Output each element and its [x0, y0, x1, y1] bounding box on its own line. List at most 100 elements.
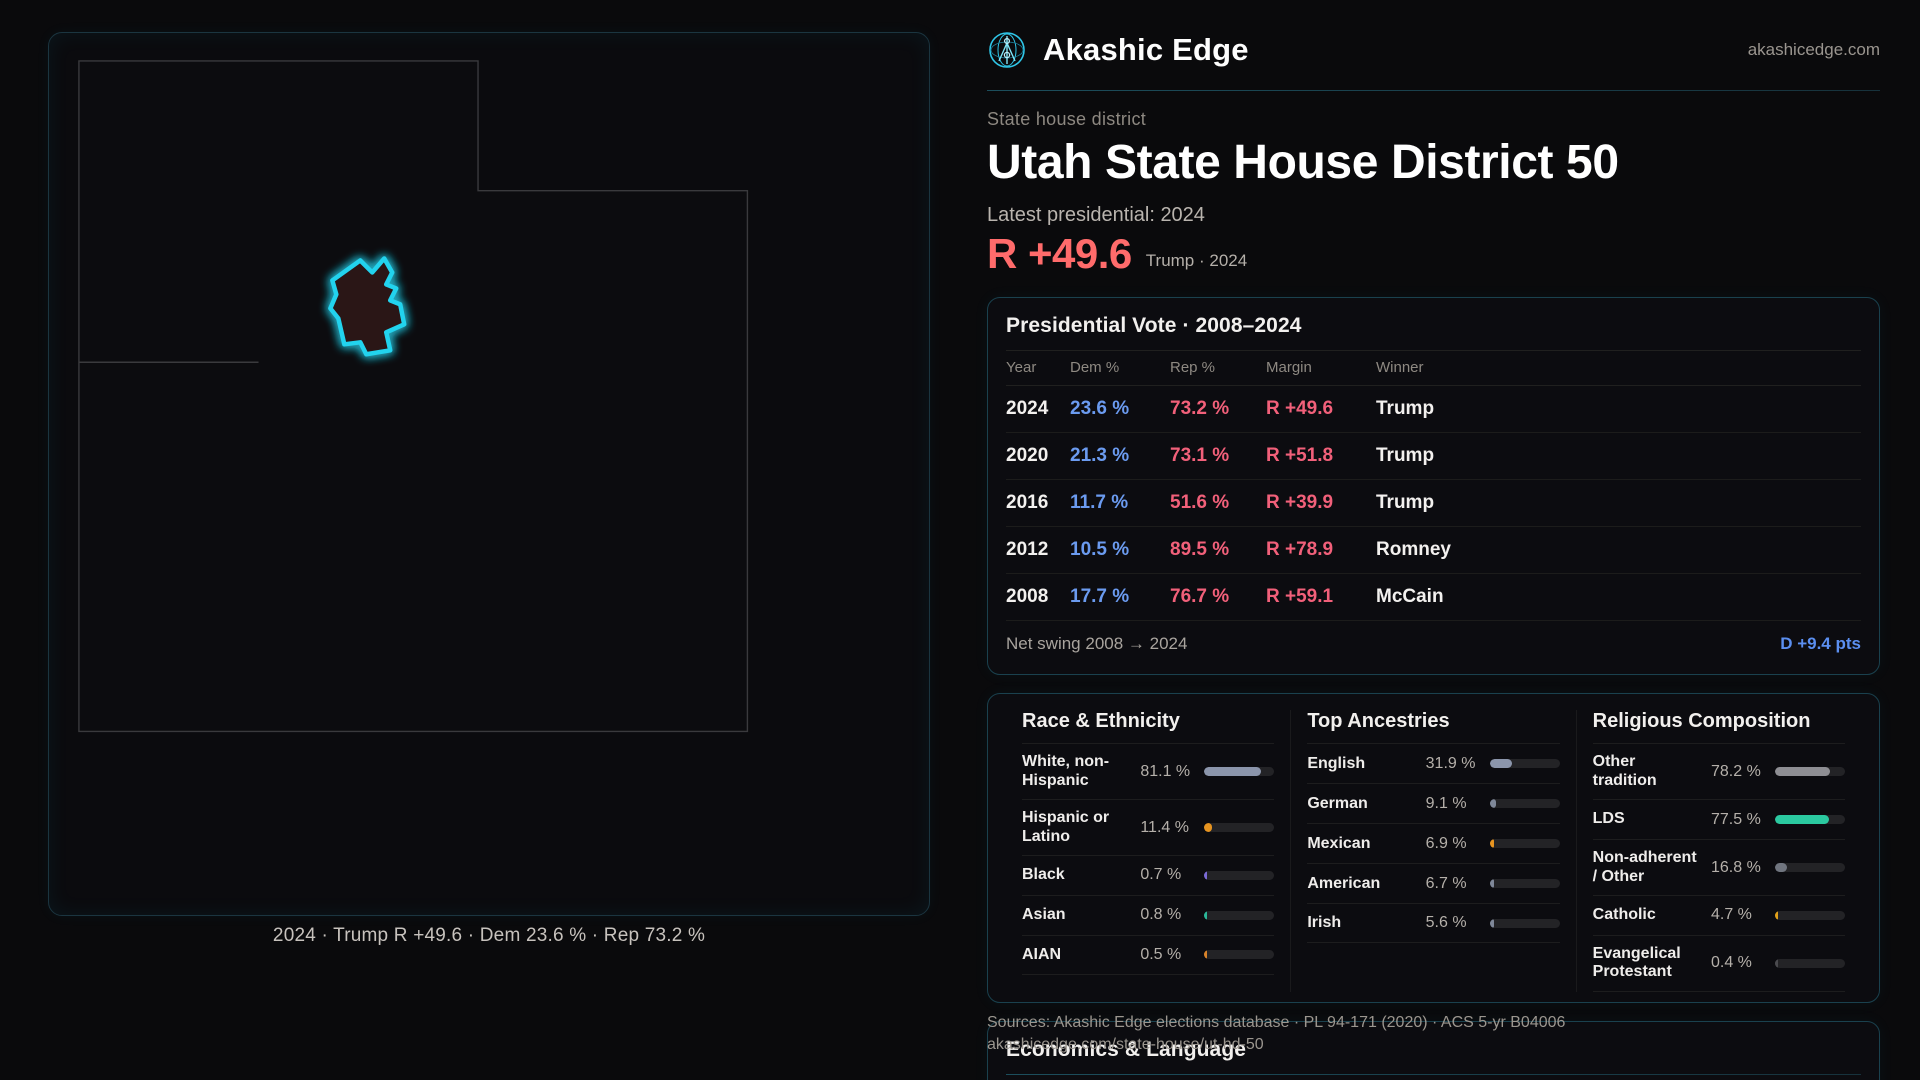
demo-row[interactable]: Evangelical Protestant 0.4 % — [1592, 934, 1845, 992]
sources-line-1: Sources: Akashic Edge elections database… — [987, 1014, 1566, 1031]
demo-label: Irish — [1307, 914, 1342, 932]
demo-row[interactable]: Black 0.7 % — [1022, 854, 1275, 895]
akashic-circle-emblem-icon — [989, 32, 1025, 68]
cell-winner: McCain — [1376, 573, 1861, 622]
demo-bar-fill — [1489, 759, 1512, 769]
cell-winner: Trump — [1376, 385, 1861, 434]
header-divider — [987, 90, 1880, 91]
demo-row[interactable]: Hispanic or Latino 11.4 % — [1022, 799, 1275, 855]
map-frame[interactable] — [48, 32, 930, 916]
demo-value: 6.7 % — [1425, 874, 1467, 892]
demo-value: 78.2 % — [1710, 762, 1761, 780]
demo-bar-track — [1774, 958, 1845, 968]
demo-label: Other tradition — [1592, 753, 1657, 789]
demo-value: 9.1 % — [1425, 794, 1467, 812]
demo-bar-track — [1489, 799, 1560, 809]
demo-row[interactable]: Irish 5.6 % — [1307, 903, 1560, 944]
demo-label: White, non-Hispanic — [1022, 753, 1110, 789]
demo-column-race-ethnicity: Race & Ethnicity White, non-Hispanic 81.1 … — [1006, 710, 1290, 991]
demo-bar-track — [1489, 759, 1560, 769]
table-row[interactable]: 2008 17.7 % 76.7 % R +59.1 McCain — [1006, 573, 1861, 622]
demo-value: 81.1 % — [1140, 762, 1191, 780]
demo-label: English — [1307, 754, 1366, 772]
economics-divider — [1006, 1073, 1861, 1075]
demo-row[interactable]: German 9.1 % — [1307, 783, 1560, 823]
vote-table-body: 2024 23.6 % 73.2 % R +49.6 Trump 2020 21.3 % 73… — [1006, 385, 1861, 622]
col-winner: Winner — [1376, 350, 1861, 387]
col-year: Year — [1006, 350, 1070, 387]
demo-row[interactable]: Catholic 4.7 % — [1592, 894, 1845, 935]
demo-label: Non-adherent / Other — [1592, 849, 1697, 885]
cell-dem: 17.7 % — [1070, 573, 1170, 622]
district-shape[interactable] — [328, 256, 407, 357]
cell-winner: Romney — [1376, 526, 1861, 575]
demo-row[interactable]: Non-adherent / Other 16.8 % — [1592, 839, 1845, 895]
demo-bar-track — [1774, 910, 1845, 920]
net-swing-row: Net swing 2008 → 2024 D +9.4 pts — [1006, 621, 1861, 664]
demo-column-top-ancestries: Top Ancestries English 31.9 % German 9.1 % Me… — [1290, 710, 1575, 992]
economics-title: Economics & Language — [1006, 1037, 1247, 1061]
demo-label: American — [1307, 874, 1381, 892]
net-swing-label: Net swing 2008 → 2024 — [1006, 634, 1188, 654]
demo-label: Asian — [1022, 906, 1066, 924]
demo-column-title: Religious Composition — [1592, 710, 1811, 733]
page-title: Utah State House District 50 — [987, 136, 1619, 189]
demo-value: 11.4 % — [1140, 818, 1189, 836]
brand-name: Akashic Edge — [1043, 32, 1249, 67]
demographics-columns: Race & Ethnicity White, non-Hispanic 81.1 … — [1006, 710, 1861, 992]
demo-row[interactable]: White, non-Hispanic 81.1 % — [1022, 743, 1275, 799]
demo-value: 0.7 % — [1140, 866, 1182, 884]
demo-bar-track — [1774, 815, 1845, 825]
cell-dem: 21.3 % — [1070, 432, 1170, 481]
table-row[interactable]: 2012 10.5 % 89.5 % R +78.9 Romney — [1006, 526, 1861, 575]
demo-value: 5.6 % — [1425, 914, 1467, 932]
table-row[interactable]: 2020 21.3 % 73.1 % R +51.8 Trump — [1006, 432, 1861, 481]
demo-column-title: Race & Ethnicity — [1022, 710, 1180, 733]
map-column: 2024 · Trump R +49.6 · Dem 23.6 % · Rep … — [0, 0, 930, 1080]
cell-dem: 11.7 % — [1070, 479, 1170, 528]
demo-label: Catholic — [1592, 906, 1656, 924]
demo-bar-fill — [1774, 815, 1830, 825]
demo-row[interactable]: Other tradition 78.2 % — [1592, 743, 1845, 799]
cell-rep: 73.1 % — [1170, 432, 1266, 481]
demo-bar-track — [1204, 823, 1275, 833]
col-dem: Dem % — [1070, 350, 1170, 387]
demo-label: Mexican — [1307, 834, 1371, 852]
sources-line-2: akashicedge.com/state-house/ut-hd-50 — [987, 1035, 1264, 1053]
sources-note: Sources: Akashic Edge elections database… — [987, 1012, 1887, 1055]
demo-label: Evangelical Protestant — [1592, 944, 1681, 981]
cell-year: 2016 — [1006, 479, 1070, 528]
demo-label: Hispanic or Latino — [1022, 809, 1110, 845]
demo-row[interactable]: LDS 77.5 % — [1592, 799, 1845, 839]
district-map-svg — [78, 60, 749, 733]
presidential-vote-table: Year Dem % Rep % Margin Winner 2024 23.6 … — [1006, 350, 1861, 622]
demo-value: 0.5 % — [1140, 945, 1182, 963]
table-row[interactable]: 2016 11.7 % 51.6 % R +39.9 Trump — [1006, 479, 1861, 528]
cell-rep: 89.5 % — [1170, 526, 1266, 575]
demographics-card: Race & Ethnicity White, non-Hispanic 81.1 … — [987, 693, 1880, 1003]
headline-margin: R +49.6 Trump · 2024 — [987, 233, 1880, 275]
demo-row[interactable]: Asian 0.8 % — [1022, 894, 1275, 935]
demo-bar-fill — [1489, 879, 1495, 889]
demo-row[interactable]: AIAN 0.5 % — [1022, 934, 1275, 975]
demo-value: 31.9 % — [1425, 754, 1476, 772]
cell-year: 2008 — [1006, 573, 1070, 622]
map-caption: 2024 · Trump R +49.6 · Dem 23.6 % · Rep … — [272, 925, 706, 946]
demo-bar-fill — [1204, 870, 1208, 880]
demo-label: LDS — [1592, 810, 1625, 828]
table-row[interactable]: 2024 23.6 % 73.2 % R +49.6 Trump — [1006, 385, 1861, 434]
presidential-vote-card: Presidential Vote · 2008–2024 Year Dem %… — [987, 297, 1880, 676]
cell-margin: R +59.1 — [1266, 573, 1376, 622]
demo-row[interactable]: American 6.7 % — [1307, 863, 1560, 903]
cell-margin: R +78.9 — [1266, 526, 1376, 575]
demo-bar-track — [1204, 870, 1275, 880]
demo-bar-track — [1204, 767, 1275, 777]
demo-bar-fill — [1774, 958, 1778, 968]
demo-bar-fill — [1204, 823, 1213, 833]
demo-row[interactable]: English 31.9 % — [1307, 743, 1560, 783]
col-margin: Margin — [1266, 350, 1376, 387]
demo-row[interactable]: Mexican 6.9 % — [1307, 823, 1560, 863]
demo-label: AIAN — [1022, 945, 1062, 963]
table-header-row: Year Dem % Rep % Margin Winner — [1006, 350, 1861, 387]
cell-winner: Trump — [1376, 432, 1861, 481]
